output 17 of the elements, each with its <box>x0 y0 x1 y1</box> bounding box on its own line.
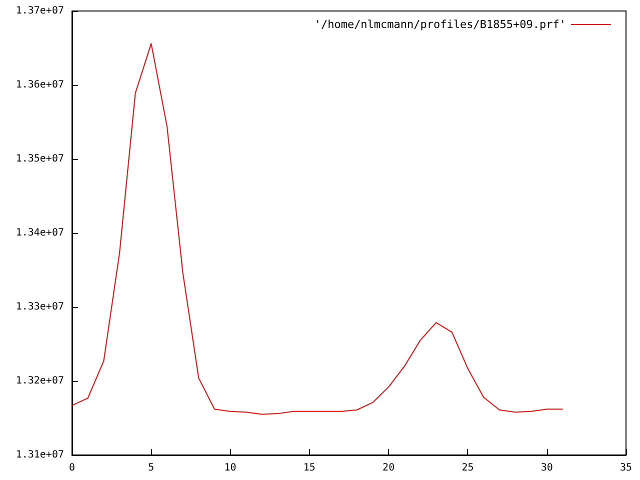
x-tick-label: 0 <box>68 462 76 474</box>
x-tick-label: 5 <box>148 462 154 474</box>
y-tick-label: 1.35e+07 <box>16 154 64 164</box>
x-tick-label: 15 <box>303 462 316 474</box>
line-series <box>72 43 564 415</box>
y-tick-label: 1.32e+07 <box>16 376 64 386</box>
y-tick-label: 1.34e+07 <box>16 228 64 238</box>
y-tick-label: 1.33e+07 <box>16 302 64 312</box>
y-tick-label: 1.36e+07 <box>16 80 64 90</box>
x-tick-label: 35 <box>620 462 632 474</box>
x-tick-label: 25 <box>462 462 474 474</box>
x-tick-label: 20 <box>382 462 395 474</box>
y-tick-label: 1.37e+07 <box>16 6 64 16</box>
y-tick-label: 1.31e+07 <box>16 450 64 460</box>
legend-label: '/home/nlmcmann/profiles/B1855+09.prf' <box>314 18 566 31</box>
x-tick-label: 30 <box>540 462 553 474</box>
x-tick-label: 10 <box>224 462 236 474</box>
